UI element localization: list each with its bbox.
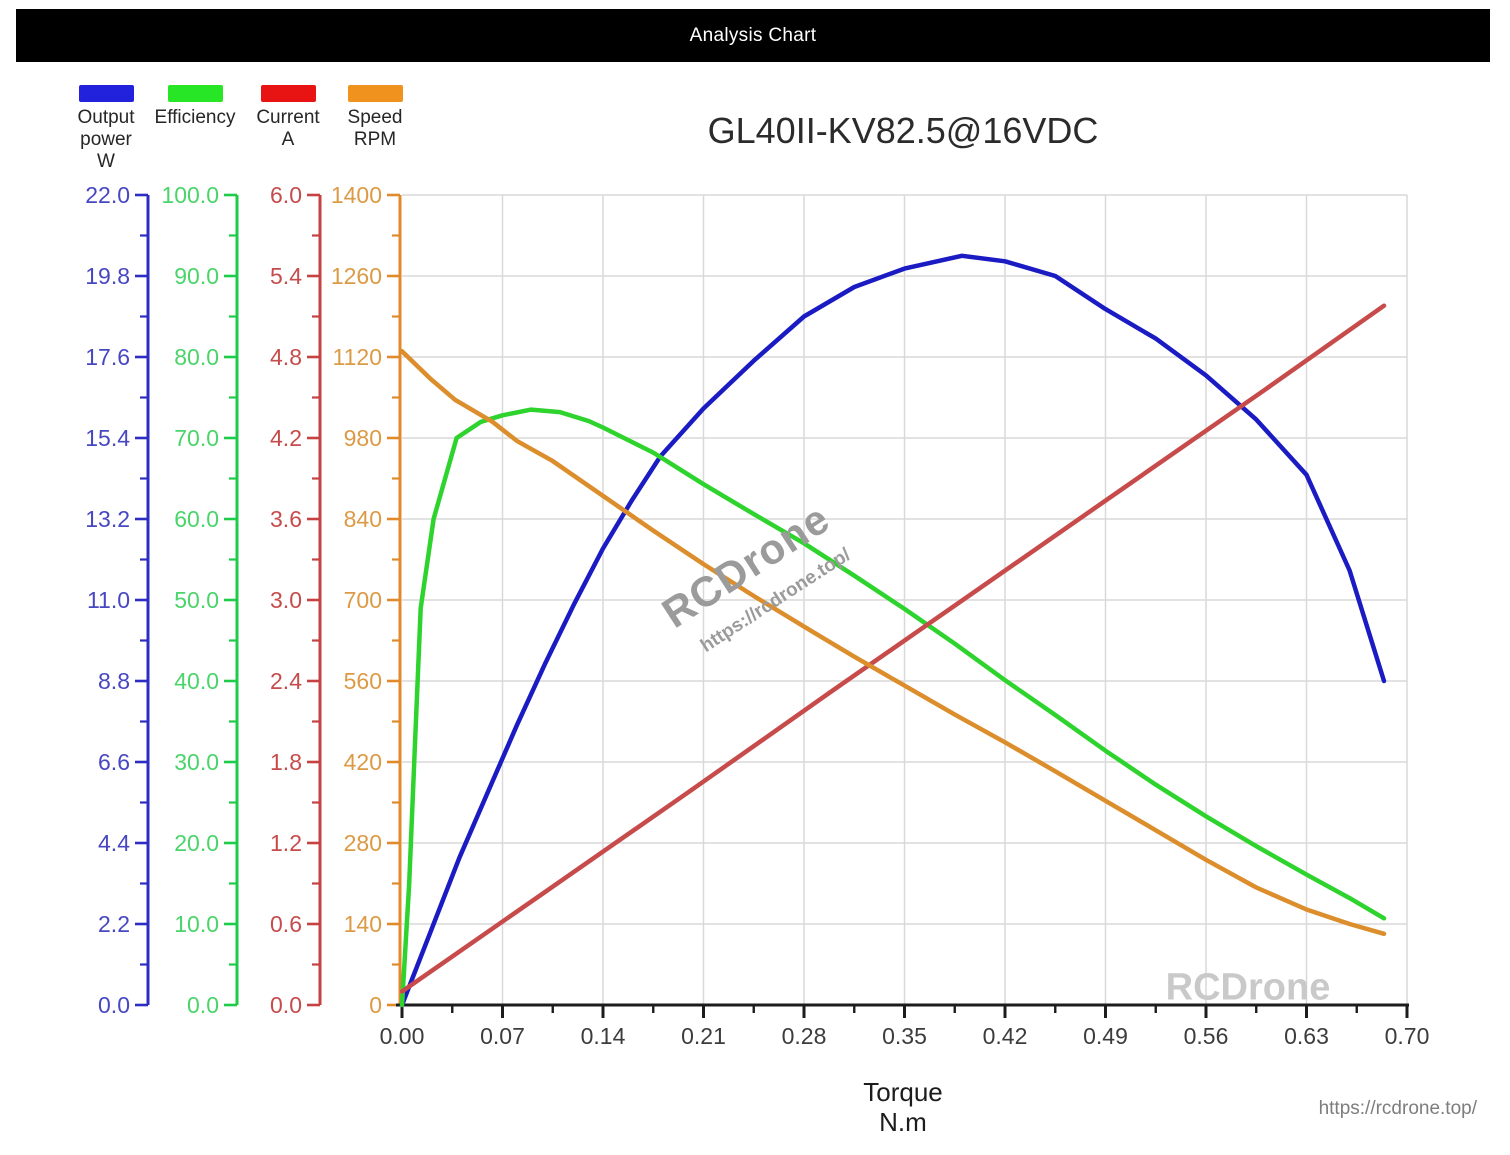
y-axis-speed-tick-label: 700 xyxy=(344,587,382,613)
y-axis-speed-tick-label: 0 xyxy=(369,992,382,1018)
legend-swatch-speed xyxy=(347,85,403,102)
y-axis-efficiency-tick-label: 90.0 xyxy=(174,263,219,289)
y-axis-current-tick-label: 4.8 xyxy=(270,344,302,370)
y-axis-efficiency-tick-label: 10.0 xyxy=(174,911,219,937)
chart-title: GL40II-KV82.5@16VDC xyxy=(707,110,1099,151)
y-axis-current-tick-label: 0.0 xyxy=(270,992,302,1018)
legend-item-current: Current A xyxy=(233,85,343,151)
y-axis-efficiency-tick-label: 20.0 xyxy=(174,830,219,856)
y-axis-power-tick-label: 11.0 xyxy=(87,587,130,613)
y-axis-power-tick-label: 6.6 xyxy=(98,749,130,775)
watermark-plot-corner: RCDrone xyxy=(1165,966,1331,1009)
y-axis-speed-tick-label: 840 xyxy=(344,506,382,532)
x-axis-tick-label: 0.56 xyxy=(1184,1023,1229,1049)
y-axis-efficiency-tick-label: 0.0 xyxy=(187,992,219,1018)
y-axis-power-tick-label: 15.4 xyxy=(85,425,130,451)
y-axis-speed-tick-label: 1120 xyxy=(333,344,382,370)
x-axis-tick-label: 0.21 xyxy=(681,1023,726,1049)
y-axis-speed-tick-label: 1260 xyxy=(331,263,382,289)
legend-label-speed: Speed RPM xyxy=(347,107,403,150)
legend-label-current: Current A xyxy=(256,107,320,150)
x-axis-label-unit: N.m xyxy=(879,1107,927,1137)
y-axis-power-tick-label: 0.0 xyxy=(98,992,130,1018)
legend-label-efficiency: Efficiency xyxy=(154,107,236,128)
y-axis-power-tick-label: 2.2 xyxy=(98,911,130,937)
legend-label-output-power: Output power W xyxy=(77,107,135,172)
y-axis-speed-tick-label: 140 xyxy=(344,911,382,937)
y-axis-power-tick-label: 17.6 xyxy=(85,344,130,370)
y-axis-current-tick-label: 6.0 xyxy=(270,182,302,208)
header-bar: Analysis Chart xyxy=(16,9,1490,62)
y-axis-speed-tick-label: 980 xyxy=(344,425,382,451)
y-axis-current-tick-label: 3.0 xyxy=(270,587,302,613)
x-axis-label-name: Torque xyxy=(863,1077,943,1107)
y-axis-efficiency-tick-label: 50.0 xyxy=(174,587,219,613)
legend-swatch-output-power xyxy=(78,85,134,102)
y-axis-power-tick-label: 8.8 xyxy=(98,668,130,694)
output-power-curve xyxy=(399,253,1387,1008)
x-axis-tick-label: 0.63 xyxy=(1284,1023,1329,1049)
y-axis-speed-tick-label: 1400 xyxy=(331,182,382,208)
x-axis-tick-label: 0.07 xyxy=(480,1023,525,1049)
y-axis-current-tick-label: 0.6 xyxy=(270,911,302,937)
y-axis-efficiency-tick-label: 100.0 xyxy=(161,182,219,208)
legend-item-speed: Speed RPM xyxy=(320,85,430,151)
header-title: Analysis Chart xyxy=(689,24,817,46)
x-axis-tick-label: 0.70 xyxy=(1385,1023,1430,1049)
y-axis-efficiency-tick-label: 60.0 xyxy=(174,506,219,532)
y-axis-power-tick-label: 19.8 xyxy=(85,263,130,289)
current-curve xyxy=(399,303,1387,994)
y-axis-efficiency-tick-label: 80.0 xyxy=(174,344,219,370)
x-axis-label: Torque N.m xyxy=(863,1077,943,1137)
x-axis-tick-label: 0.14 xyxy=(581,1023,626,1049)
efficiency-curve xyxy=(399,407,1387,1008)
x-axis-tick-label: 0.49 xyxy=(1083,1023,1128,1049)
y-axis-current-tick-label: 1.2 xyxy=(270,830,302,856)
legend-item-efficiency: Efficiency xyxy=(140,85,250,129)
y-axis-power-tick-label: 4.4 xyxy=(98,830,130,856)
y-axis-efficiency-tick-label: 30.0 xyxy=(174,749,219,775)
x-axis-tick-label: 0.28 xyxy=(782,1023,827,1049)
y-axis-power-tick-label: 22.0 xyxy=(85,182,130,208)
y-axis-current-tick-label: 3.6 xyxy=(270,506,302,532)
x-axis-tick-label: 0.00 xyxy=(380,1023,425,1049)
legend-swatch-current xyxy=(260,85,316,102)
x-axis-tick-label: 0.42 xyxy=(983,1023,1028,1049)
y-axis-current-tick-label: 5.4 xyxy=(270,263,302,289)
y-axis-power-tick-label: 13.2 xyxy=(85,506,130,532)
y-axis-current-tick-label: 2.4 xyxy=(270,668,302,694)
y-axis-current-tick-label: 4.2 xyxy=(270,425,302,451)
y-axis-speed-tick-label: 560 xyxy=(344,668,382,694)
legend-item-output-power: Output power W xyxy=(51,85,161,173)
legend-swatch-efficiency xyxy=(167,85,223,102)
y-axis-speed-tick-label: 420 xyxy=(344,749,382,775)
y-axis-current-tick-label: 1.8 xyxy=(270,749,302,775)
y-axis-efficiency-tick-label: 70.0 xyxy=(174,425,219,451)
page-url: https://rcdrone.top/ xyxy=(1318,1098,1477,1119)
speed-curve xyxy=(399,348,1387,937)
y-axis-efficiency-tick-label: 40.0 xyxy=(174,668,219,694)
x-axis-tick-label: 0.35 xyxy=(882,1023,927,1049)
y-axis-speed-tick-label: 280 xyxy=(344,830,382,856)
